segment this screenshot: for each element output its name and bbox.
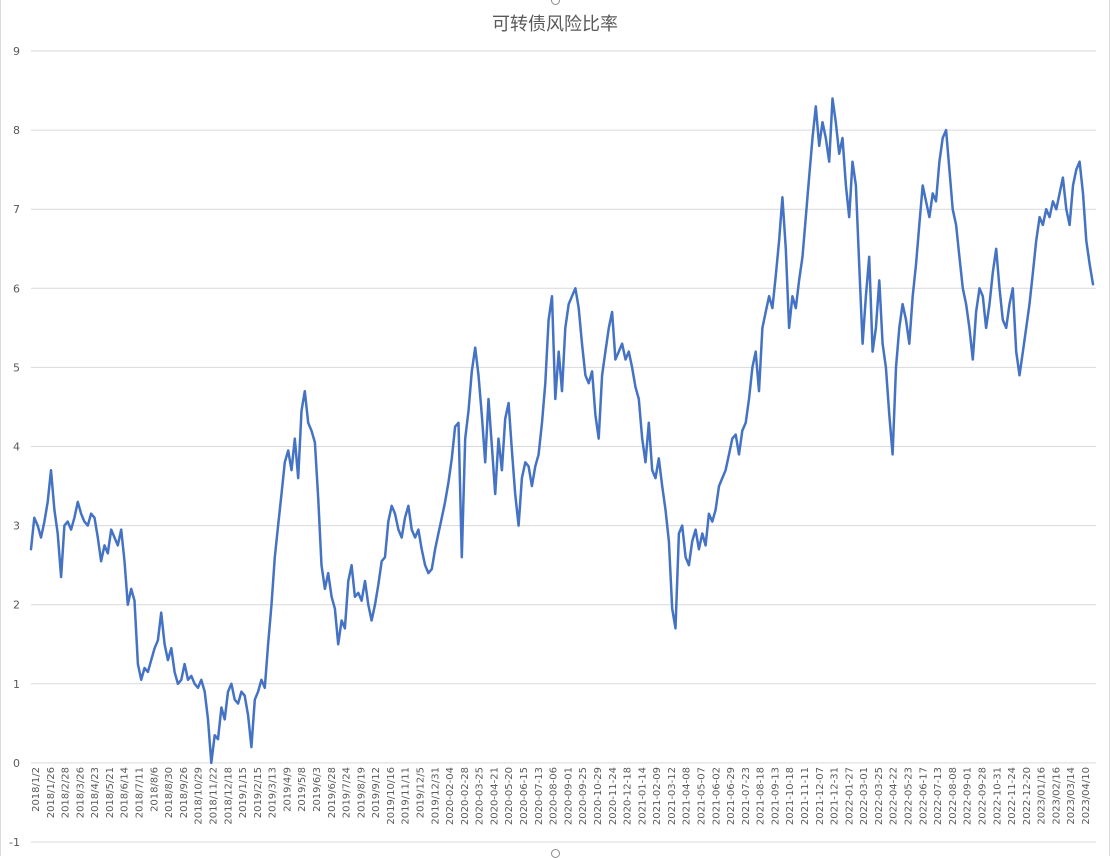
x-tick-label: 2022-08-08 — [948, 767, 959, 825]
y-tick-label: 6 — [13, 282, 20, 295]
x-tick-label: 2018/9/26 — [179, 767, 190, 818]
x-tick-label: 2022-03-01 — [859, 767, 870, 825]
x-tick-label: 2018/5/21 — [105, 767, 116, 818]
x-tick-label: 2021-09-13 — [770, 767, 781, 825]
x-tick-label: 2019/12/5 — [416, 767, 427, 818]
x-tick-label: 2020-07-13 — [534, 767, 545, 825]
x-tick-label: 2018/7/11 — [135, 767, 146, 818]
x-tick-label: 2019/6/3 — [312, 767, 323, 812]
y-tick-label: 2 — [13, 599, 20, 612]
x-tick-label: 2022-11-24 — [1007, 767, 1018, 825]
x-tick-label: 2022-04-22 — [889, 767, 900, 825]
x-tick-label: 2018/6/14 — [120, 767, 131, 818]
x-tick-label: 2020-10-29 — [593, 767, 604, 825]
x-tick-label: 2018/11/22 — [208, 767, 219, 825]
x-tick-label: 2018/3/26 — [75, 767, 86, 818]
y-tick-label: 1 — [13, 678, 20, 691]
series-line — [29, 97, 1095, 765]
x-tick-label: 2023/01/16 — [1037, 767, 1048, 825]
x-tick-label: 2018/8/6 — [149, 767, 160, 812]
y-tick-label: -1 — [9, 836, 20, 849]
x-tick-label: 2020-09-25 — [578, 767, 589, 825]
x-tick-label: 2019/10/16 — [386, 767, 397, 825]
x-tick-label: 2022-01-27 — [844, 767, 855, 825]
x-tick-label: 2018/10/29 — [194, 767, 205, 825]
x-tick-label: 2021-01-14 — [637, 767, 648, 825]
x-tick-label: 2022-09-28 — [977, 767, 988, 825]
x-tick-label: 2023/04/10 — [1081, 767, 1092, 825]
x-tick-label: 2021-12-07 — [815, 767, 826, 825]
x-tick-label: 2019/3/13 — [268, 767, 279, 818]
x-tick-label: 2021-02-09 — [652, 767, 663, 825]
x-tick-label: 2020-11-24 — [608, 767, 619, 825]
x-tick-label: 2020-06-15 — [519, 767, 530, 825]
y-tick-label: 8 — [13, 124, 20, 137]
x-tick-label: 2022-12-20 — [1022, 767, 1033, 825]
x-tick-label: 2020-12-18 — [623, 767, 634, 825]
x-tick-label: 2019/9/12 — [371, 767, 382, 818]
chart-title: 可转债风险比率 — [492, 14, 618, 35]
x-tick-label: 2019/6/28 — [327, 767, 338, 818]
resize-handle-top[interactable] — [551, 0, 560, 5]
x-tick-label: 2020-09-01 — [563, 767, 574, 825]
x-tick-label: 2021-12-31 — [830, 767, 841, 825]
x-tick-label: 2020-02-28 — [460, 767, 471, 825]
x-tick-label: 2019/4/9 — [282, 767, 293, 812]
y-tick-label: 9 — [13, 45, 20, 58]
x-tick-label: 2021-06-02 — [711, 767, 722, 825]
y-tick-label: 0 — [13, 757, 20, 770]
x-tick-label: 2019/1/15 — [238, 767, 249, 818]
x-tick-label: 2019/11/11 — [401, 767, 412, 825]
x-tick-label: 2021-10-18 — [785, 767, 796, 825]
y-tick-label: 5 — [13, 361, 20, 374]
x-tick-label: 2018/8/30 — [164, 767, 175, 818]
x-tick-label: 2022-07-13 — [933, 767, 944, 825]
x-tick-label: 2018/2/28 — [61, 767, 72, 818]
x-tick-label: 2020-08-06 — [549, 767, 560, 825]
x-tick-label: 2018/1/26 — [46, 767, 57, 818]
x-tick-label: 2019/7/24 — [342, 767, 353, 818]
x-tick-label: 2022-10-31 — [992, 767, 1003, 825]
x-tick-label: 2021-08-18 — [756, 767, 767, 825]
x-tick-label: 2022-05-23 — [904, 767, 915, 825]
x-tick-label: 2023/03/14 — [1066, 767, 1077, 825]
x-tick-label: 2019/2/15 — [253, 767, 264, 818]
x-tick-label: 2021-07-23 — [741, 767, 752, 825]
x-tick-label: 2019/12/31 — [430, 767, 441, 825]
x-tick-label: 2021-04-08 — [682, 767, 693, 825]
x-tick-label: 2023/02/16 — [1051, 767, 1062, 825]
x-tick-label: 2021-11-11 — [800, 767, 811, 825]
x-tick-label: 2022-06-17 — [918, 767, 929, 825]
x-tick-label: 2019/5/8 — [297, 767, 308, 812]
x-tick-label: 2020-03-25 — [475, 767, 486, 825]
x-tick-label: 2022-03-25 — [874, 767, 885, 825]
x-tick-label: 2018/4/23 — [90, 767, 101, 818]
x-tick-label: 2018/12/18 — [223, 767, 234, 825]
x-tick-label: 2018/1/2 — [31, 767, 42, 812]
y-tick-label: 3 — [13, 520, 20, 533]
x-tick-label: 2019/8/19 — [356, 767, 367, 818]
x-tick-label: 2021-03-12 — [667, 767, 678, 825]
y-tick-label: 7 — [13, 203, 20, 216]
x-tick-label: 2022-09-01 — [963, 767, 974, 825]
x-tick-label: 2020-02-04 — [445, 767, 456, 825]
x-tick-label: 2020-05-20 — [504, 767, 515, 825]
x-tick-label: 2020-04-21 — [489, 767, 500, 825]
y-tick-label: 4 — [13, 441, 20, 454]
x-tick-label: 2021-06-29 — [726, 767, 737, 825]
x-tick-label: 2021-05-07 — [696, 767, 707, 825]
